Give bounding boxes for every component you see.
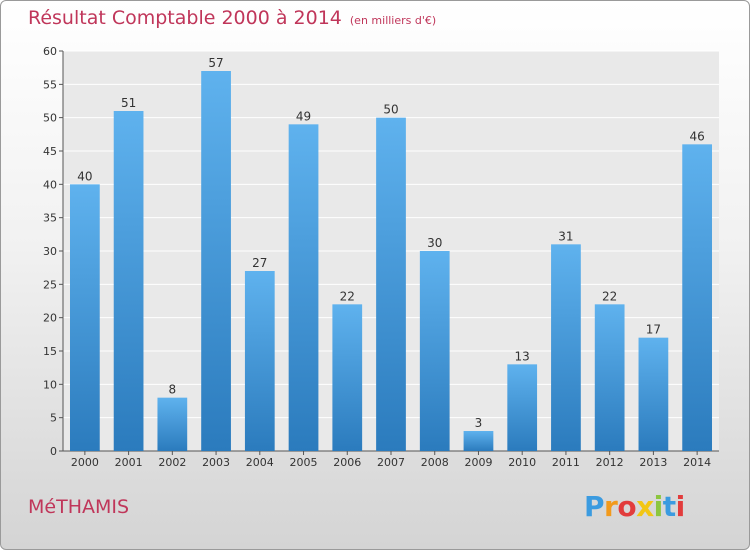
bar xyxy=(638,337,669,451)
data-label: 13 xyxy=(515,349,530,363)
bar xyxy=(463,431,494,451)
y-tick-label: 40 xyxy=(43,178,57,191)
data-label: 27 xyxy=(252,256,267,270)
bar xyxy=(244,271,275,451)
y-tick-label: 45 xyxy=(43,145,57,158)
bar xyxy=(594,304,625,451)
bar xyxy=(332,304,363,451)
logo-letter: o xyxy=(617,490,637,523)
data-label: 22 xyxy=(340,289,355,303)
data-label: 22 xyxy=(602,289,617,303)
place-name: MéTHAMIS xyxy=(28,496,130,518)
data-label: 46 xyxy=(689,129,704,143)
bar xyxy=(507,364,538,451)
bar xyxy=(288,124,319,451)
data-label: 51 xyxy=(121,96,136,110)
x-tick-label: 2009 xyxy=(464,456,492,469)
bar xyxy=(419,251,450,451)
x-tick-label: 2010 xyxy=(508,456,536,469)
x-tick-label: 2001 xyxy=(115,456,143,469)
y-tick-label: 35 xyxy=(43,212,57,225)
logo-letter: P xyxy=(584,490,605,523)
logo-letter: r xyxy=(604,490,618,523)
chart-subtitle: (en milliers d'€) xyxy=(349,14,437,27)
x-tick-label: 2013 xyxy=(639,456,667,469)
logo-letter: i xyxy=(653,490,664,523)
chart-title: Résultat Comptable 2000 à 2014 (en millie… xyxy=(28,7,436,29)
proxiti-logo: Proxiti xyxy=(584,490,685,523)
x-tick-label: 2012 xyxy=(596,456,624,469)
y-tick-label: 55 xyxy=(43,78,57,91)
x-tick-label: 2002 xyxy=(158,456,186,469)
bar xyxy=(551,244,581,451)
bar xyxy=(682,144,713,452)
bar xyxy=(376,117,406,452)
x-tick-label: 2008 xyxy=(421,456,449,469)
bar xyxy=(69,184,100,452)
data-label: 40 xyxy=(77,169,92,183)
y-tick-label: 5 xyxy=(50,412,57,425)
y-tick-label: 20 xyxy=(43,312,57,325)
x-tick-label: 2007 xyxy=(377,456,405,469)
y-tick-label: 25 xyxy=(43,278,57,291)
data-label: 50 xyxy=(383,103,398,117)
logo-letter: i xyxy=(675,490,686,523)
data-label: 17 xyxy=(646,323,661,337)
logo-letter: t xyxy=(662,490,676,523)
y-tick-label: 15 xyxy=(43,345,57,358)
title-text: Résultat Comptable 2000 à 2014 xyxy=(28,7,342,29)
data-label: 57 xyxy=(208,56,223,70)
bar xyxy=(201,71,231,451)
y-tick-label: 0 xyxy=(50,445,57,458)
data-label: 8 xyxy=(169,383,177,397)
x-tick-label: 2006 xyxy=(333,456,361,469)
x-tick-label: 2004 xyxy=(246,456,274,469)
x-tick-label: 2014 xyxy=(683,456,711,469)
y-tick-label: 10 xyxy=(43,378,57,391)
bar xyxy=(157,397,188,451)
y-tick-label: 50 xyxy=(43,112,57,125)
x-tick-label: 2011 xyxy=(552,456,580,469)
x-tick-label: 2003 xyxy=(202,456,230,469)
logo-letter: x xyxy=(636,490,654,523)
data-label: 49 xyxy=(296,109,311,123)
bar xyxy=(113,111,144,451)
y-tick-label: 60 xyxy=(43,45,57,58)
data-label: 3 xyxy=(475,416,483,430)
x-tick-label: 2005 xyxy=(290,456,318,469)
data-label: 30 xyxy=(427,236,442,250)
x-tick-label: 2000 xyxy=(71,456,99,469)
y-tick-label: 30 xyxy=(43,245,57,258)
data-label: 31 xyxy=(558,229,573,243)
